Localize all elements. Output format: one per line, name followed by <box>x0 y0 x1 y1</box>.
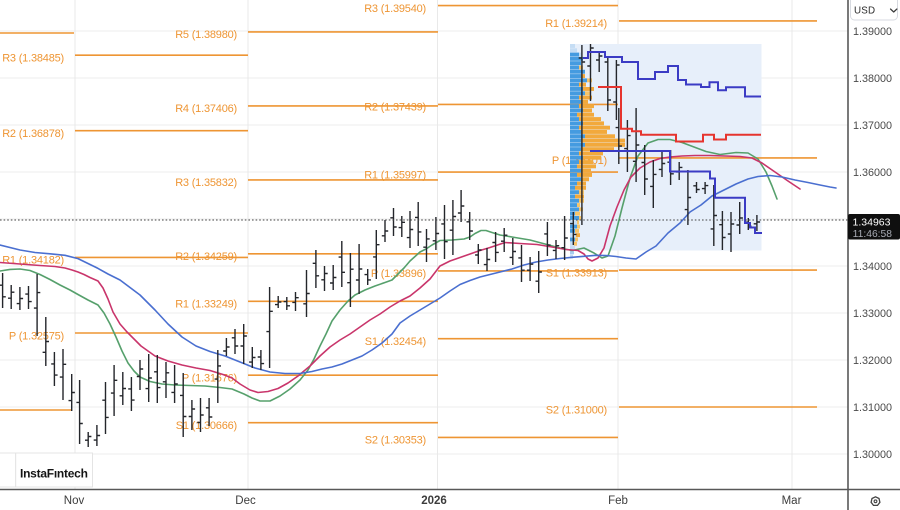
svg-text:R1 (1.39214): R1 (1.39214) <box>545 18 607 30</box>
svg-text:R3 (1.38485): R3 (1.38485) <box>2 53 64 65</box>
svg-text:USD: USD <box>854 6 875 17</box>
svg-text:Nov: Nov <box>64 495 85 507</box>
svg-text:Mar: Mar <box>782 495 802 507</box>
svg-text:S1 (1.32454): S1 (1.32454) <box>365 336 426 348</box>
svg-text:R4 (1.37406): R4 (1.37406) <box>175 103 237 115</box>
svg-text:1.31000: 1.31000 <box>853 402 892 414</box>
svg-text:Dec: Dec <box>235 495 256 507</box>
svg-text:R2 (1.37439): R2 (1.37439) <box>364 102 426 114</box>
svg-text:S2 (1.31000): S2 (1.31000) <box>546 404 607 416</box>
svg-text:1.34963: 1.34963 <box>853 217 891 229</box>
svg-text:1.30000: 1.30000 <box>853 449 892 461</box>
svg-text:R3 (1.39540): R3 (1.39540) <box>364 3 426 15</box>
svg-text:R1 (1.35997): R1 (1.35997) <box>364 169 426 181</box>
svg-text:Feb: Feb <box>608 495 628 507</box>
svg-text:InstaFıntech: InstaFıntech <box>20 467 88 481</box>
svg-text:1.36000: 1.36000 <box>853 167 892 179</box>
svg-text:1.37000: 1.37000 <box>853 120 892 132</box>
svg-text:R1 (1.33249): R1 (1.33249) <box>175 299 237 311</box>
svg-text:R3 (1.35832): R3 (1.35832) <box>175 177 237 189</box>
svg-text:1.34000: 1.34000 <box>853 261 892 273</box>
svg-text:R2 (1.36878): R2 (1.36878) <box>2 128 64 140</box>
svg-text:S1 (1.33913): S1 (1.33913) <box>546 267 607 279</box>
svg-text:S1 (1.30666): S1 (1.30666) <box>176 420 237 432</box>
svg-text:11:46:58: 11:46:58 <box>853 229 893 240</box>
svg-text:2026: 2026 <box>421 495 447 507</box>
svg-text:P (1.31676): P (1.31676) <box>182 373 237 385</box>
svg-text:1.32000: 1.32000 <box>853 355 892 367</box>
svg-text:1.33000: 1.33000 <box>853 308 892 320</box>
svg-text:P (1.32575): P (1.32575) <box>9 330 64 342</box>
svg-text:S2 (1.30353): S2 (1.30353) <box>365 435 426 447</box>
svg-text:1.39000: 1.39000 <box>853 26 892 38</box>
svg-text:R5 (1.38980): R5 (1.38980) <box>175 29 237 41</box>
svg-text:1.38000: 1.38000 <box>853 73 892 85</box>
